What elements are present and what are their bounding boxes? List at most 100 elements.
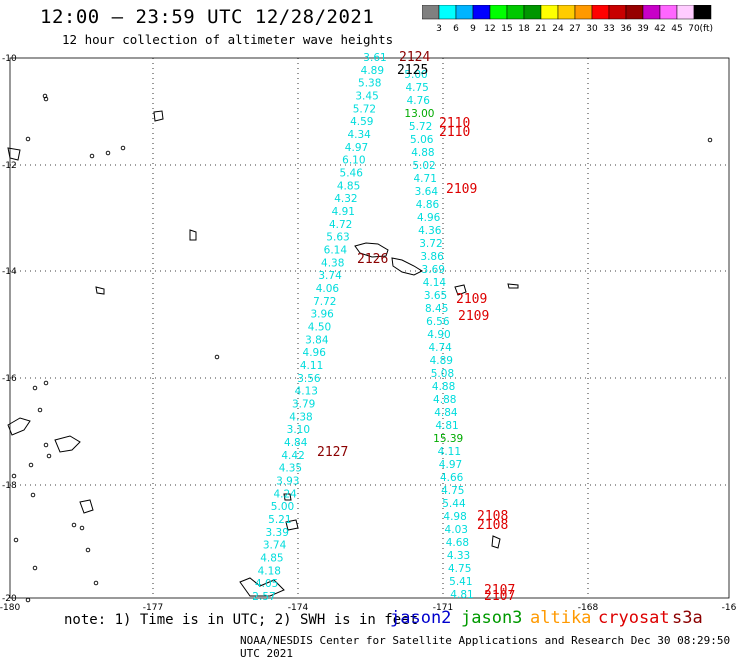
track-value-left: 4.06	[316, 283, 340, 295]
island-small-a	[95, 286, 105, 295]
lat-label: -14	[2, 267, 17, 277]
track-value-left: 3.39	[266, 527, 289, 539]
track-value-right: 3.69	[422, 264, 445, 276]
legend-tick-label: 42	[654, 24, 665, 34]
track-value-left: 4.85	[260, 553, 283, 565]
legend-tick-label: 33	[603, 24, 614, 34]
islet-dot	[28, 462, 34, 468]
track-value-right: 3.65	[424, 290, 447, 302]
legend-altika: altika	[530, 608, 592, 628]
legend-tick-label: 12	[484, 24, 495, 34]
track-value-right: 4.98	[443, 511, 466, 523]
track-value-right: 4.86	[416, 199, 440, 211]
track-value-left: 5.46	[340, 168, 364, 180]
track-value-right: 5.72	[409, 121, 432, 133]
legend-jason3: jason3	[461, 608, 523, 628]
track-value-right: 4.33	[447, 550, 470, 562]
island-tonga-south	[239, 577, 285, 597]
time-label: 2124	[399, 50, 430, 65]
lon-label: -180	[0, 603, 20, 613]
islet-dot	[43, 96, 49, 102]
time-label: 2126	[357, 252, 388, 267]
track-value-left: 5.72	[353, 103, 376, 115]
track-value-right: 4.88	[432, 381, 455, 393]
islet-dot	[25, 136, 31, 142]
legend-tick-label: 27	[569, 24, 580, 34]
legend-tick-label: 6	[453, 24, 459, 34]
track-value-right: 4.88	[411, 147, 434, 159]
track-value-left: 4.11	[300, 360, 323, 372]
track-value-right: 4.68	[446, 537, 469, 549]
track-value-right: 4.88	[433, 394, 456, 406]
track-value-left: 4.91	[332, 206, 355, 218]
islet-dot	[32, 385, 38, 391]
legend-tick-label: 39	[637, 24, 649, 34]
legend-jason2: jason2	[390, 608, 452, 628]
legend-swatch	[693, 5, 712, 20]
track-value-right: 5.06	[410, 134, 434, 146]
legend-tick-label: 45	[671, 24, 682, 34]
time-label: 2108	[477, 518, 508, 533]
track-value-left: 4.38	[321, 257, 344, 269]
time-label: 2127	[317, 445, 348, 460]
track-value-right: 4.74	[428, 342, 452, 354]
track-value-left: 3.74	[263, 540, 287, 552]
islet-dot	[214, 354, 220, 360]
islet-dot	[89, 153, 95, 159]
lon-label: -174	[288, 603, 309, 613]
islet-dot	[11, 473, 17, 479]
track-value-left: 4.85	[337, 180, 360, 192]
track-value-left: 4.35	[279, 463, 302, 475]
time-label: 2109	[446, 182, 477, 197]
track-value-right: 4.84	[434, 407, 458, 419]
island-fiji-c	[79, 499, 94, 514]
island-niue	[491, 535, 501, 549]
track-value-right: 4.36	[418, 225, 442, 237]
track-value-left: 4.89	[361, 65, 384, 77]
track-value-left: 4.05	[255, 578, 278, 590]
track-value-left: 4.18	[258, 565, 281, 577]
map-title: 12:00 – 23:59 UTC 12/28/2021	[40, 6, 375, 28]
islet-dot	[30, 492, 36, 498]
track-value-right: 5.02	[412, 160, 435, 172]
lat-label: -10	[2, 54, 17, 64]
track-value-right: 4.96	[417, 212, 441, 224]
legend-cryosat: cryosat	[598, 608, 670, 628]
island-fiji-a	[7, 417, 31, 436]
time-label: 2109	[456, 292, 487, 307]
island-tutuila	[454, 284, 467, 296]
islet-dot	[46, 453, 52, 459]
islet-dot	[37, 407, 43, 413]
time-label: 2107	[484, 583, 515, 598]
legend-tick-label: 21	[535, 24, 546, 34]
track-value-left: 7.72	[313, 296, 336, 308]
track-value-left: 4.84	[284, 437, 308, 449]
track-value-right: 4.90	[427, 329, 450, 341]
island-tokelau-a	[153, 110, 164, 122]
legend-tick-label: 18	[518, 24, 530, 34]
track-value-left: 5.38	[358, 78, 381, 90]
track-value-left: 3.10	[287, 424, 310, 436]
track-value-left: 3.45	[355, 91, 378, 103]
track-value-left: 4.34	[347, 129, 371, 141]
islet-dot	[93, 580, 99, 586]
map-subtitle: 12 hour collection of altimeter wave hei…	[62, 32, 394, 47]
time-label: 2109	[458, 309, 489, 324]
track-value-right: 4.66	[440, 472, 464, 484]
legend-tick-label: 15	[501, 24, 512, 34]
legend-tick-label: 24	[552, 24, 564, 34]
lat-label: -12	[2, 161, 17, 171]
islet-dot	[79, 525, 85, 531]
track-value-right: 4.89	[430, 355, 453, 367]
track-value-right: 4.81	[450, 589, 473, 601]
note-text: note: 1) Time is in UTC; 2) SWH is in fe…	[64, 612, 419, 628]
islet-dot	[32, 565, 38, 571]
map-frame	[9, 57, 730, 599]
track-value-left: 4.97	[345, 142, 368, 154]
lat-label: -20	[2, 594, 17, 604]
track-value-left: 4.72	[329, 219, 352, 231]
legend-tick-label: 36	[620, 24, 632, 34]
island-fiji-b	[54, 435, 81, 453]
track-value-left: 4.59	[350, 116, 373, 128]
track-value-right: 4.75	[405, 82, 428, 94]
